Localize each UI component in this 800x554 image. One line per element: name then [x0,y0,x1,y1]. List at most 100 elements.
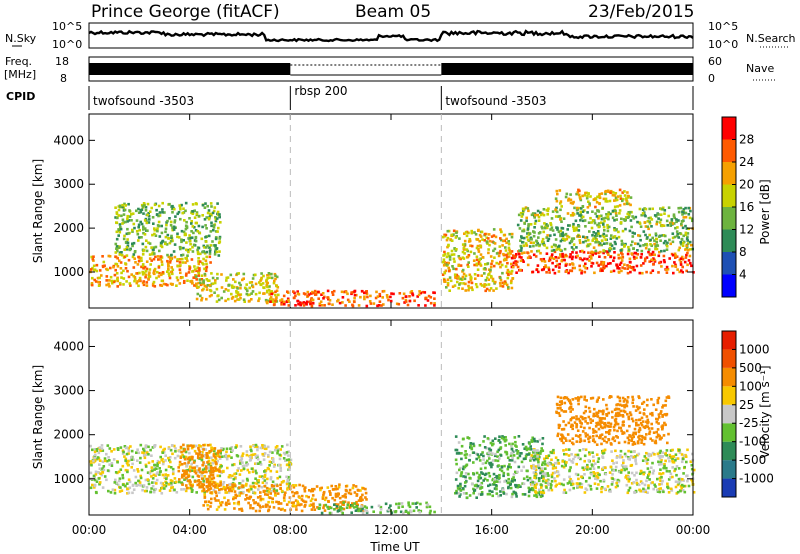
power-cell [590,257,593,260]
velocity-cell [248,459,252,462]
velocity-cell [562,396,566,400]
velocity-cell [303,500,306,503]
power-cell [275,275,279,279]
power-cell [594,205,597,209]
velocity-cell [578,485,581,489]
power-cell [657,271,660,274]
velocity-cell [661,415,664,418]
power-cell [623,202,626,206]
power-cell [501,244,504,247]
velocity-cell [263,445,267,448]
velocity-cell [623,468,626,472]
velocity-cell [426,503,430,506]
velocity-cell [250,467,254,470]
power-cell [655,237,658,241]
velocity-cell [476,479,480,483]
velocity-cell [568,475,571,479]
power-cell [214,217,218,221]
velocity-cell [216,451,219,455]
velocity-cell [326,486,330,489]
power-cell [636,249,639,252]
velocity-cell [126,462,129,465]
power-cell [153,269,156,272]
power-cell [141,264,145,268]
power-cell [505,241,508,244]
velocity-cell [214,461,217,464]
velocity-cell [171,452,174,456]
power-cell [209,202,213,205]
velocity-cell [397,502,401,505]
power-cell [238,281,241,285]
velocity-cell [571,482,575,486]
velocity-cell [285,475,288,479]
velocity-cell [210,483,214,486]
velocity-cell [359,507,363,510]
velocity-cell [659,449,662,453]
power-cell [665,268,668,272]
power-cell [105,275,109,278]
power-cell [634,252,638,255]
velocity-cell [337,485,341,489]
power-cell [357,304,361,307]
velocity-cell [253,491,257,495]
power-cell [132,253,136,256]
power-cell [560,220,563,223]
power-cell [613,235,617,238]
power-cell [471,288,474,292]
power-cell [560,232,564,236]
velocity-cell [640,416,644,420]
velocity-cell [614,465,618,469]
power-cell [511,265,515,269]
power-cell [464,282,467,286]
velocity-cell [598,416,602,420]
power-cell [547,266,550,270]
power-cell [318,302,322,306]
power-cell [582,264,586,268]
velocity-cell [596,460,600,463]
power-cell [167,272,171,275]
power-cell [441,260,445,264]
velocity-cell [252,444,256,448]
power-cell [203,218,207,221]
power-cell [595,215,599,218]
power-cell [117,208,121,212]
power-cell [125,232,129,236]
velocity-cell [253,486,257,489]
velocity-cell [634,459,637,463]
velocity-cell [528,476,532,480]
power-cell [678,246,681,250]
velocity-cell [182,488,186,491]
velocity-cell [637,423,640,427]
power-cell [576,254,579,258]
power-cell [492,234,496,237]
power-cell [679,263,683,266]
power-cell [636,242,640,246]
power-cell [206,211,210,215]
velocity-cell [465,463,469,467]
power-cell [258,297,261,300]
velocity-cell [529,459,532,462]
velocity-cell [513,436,517,439]
velocity-cell [535,495,539,499]
power-cell [230,292,233,296]
velocity-cell [339,501,342,504]
power-cell [522,229,526,233]
power-cell [118,281,122,285]
power-cell [608,199,612,203]
velocity-cell [300,509,304,513]
velocity-cell [649,453,652,456]
velocity-cell [556,434,559,438]
velocity-cell [648,470,651,474]
power-cell [173,243,177,246]
power-cell [571,263,575,266]
power-cell [172,228,176,231]
velocity-cell [497,464,500,467]
velocity-cell [662,490,665,494]
velocity-cell [639,489,643,493]
power-cell [495,287,498,290]
velocity-cell [457,441,461,444]
power-cell [484,289,487,293]
power-cell [517,213,521,217]
velocity-cell [161,451,165,454]
velocity-cell [262,505,265,508]
